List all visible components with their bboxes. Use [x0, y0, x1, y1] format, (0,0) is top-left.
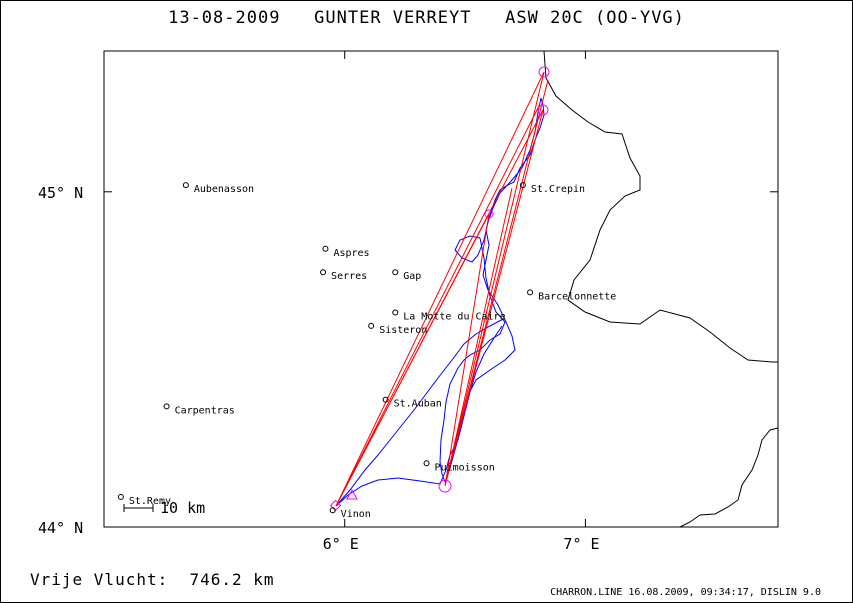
place-marker	[392, 269, 399, 276]
coastline	[679, 427, 779, 528]
distance-readout: Vrije Vlucht: 746.2 km	[30, 570, 275, 589]
place-label: La Motte du Caire	[403, 311, 505, 322]
place-marker	[392, 309, 399, 316]
place-marker	[322, 245, 329, 252]
turnpoint-marker	[537, 104, 549, 116]
lat-label: 45° N	[38, 184, 83, 202]
page-title: 13-08-2009 GUNTER VERREYT ASW 20C (OO-YV…	[168, 8, 685, 28]
place-label: Sisteron	[379, 325, 427, 336]
place-label: Barcelonnette	[538, 291, 616, 302]
place-label: Aspres	[333, 248, 369, 259]
lon-label: 6° E	[323, 535, 359, 553]
place-label: Vinon	[341, 509, 371, 520]
lat-label: 44° N	[38, 519, 83, 537]
lon-label: 7° E	[563, 535, 599, 553]
footer-info: CHARRON.LINE 16.08.2009, 09:34:17, DISLI…	[550, 587, 821, 598]
place-marker	[320, 269, 327, 276]
place-label: St.Remy	[129, 496, 171, 507]
place-label: St.Auban	[394, 399, 442, 410]
start-marker	[346, 488, 358, 500]
place-marker	[527, 289, 534, 296]
place-label: St.Crepin	[531, 184, 585, 195]
place-label: Carpentras	[175, 405, 235, 416]
route-line	[335, 71, 549, 507]
turnpoint-marker	[438, 479, 452, 493]
border-line	[543, 50, 778, 363]
place-label: Serres	[331, 271, 367, 282]
place-marker	[519, 182, 526, 189]
place-marker	[368, 322, 375, 329]
turnpoint-marker	[538, 66, 550, 78]
place-marker	[117, 493, 124, 500]
place-label: Aubenasson	[194, 184, 254, 195]
turnpoint-marker	[484, 209, 494, 219]
place-marker	[382, 396, 389, 403]
place-label: Gap	[403, 271, 421, 282]
scale-bar-label: 10 km	[160, 499, 205, 517]
place-marker	[423, 460, 430, 467]
place-label: Puimoisson	[435, 462, 495, 473]
scale-bar: 10 km	[123, 499, 205, 517]
place-marker	[182, 182, 189, 189]
place-marker	[163, 403, 170, 410]
place-marker	[329, 507, 336, 514]
plot-area-border	[103, 50, 779, 528]
